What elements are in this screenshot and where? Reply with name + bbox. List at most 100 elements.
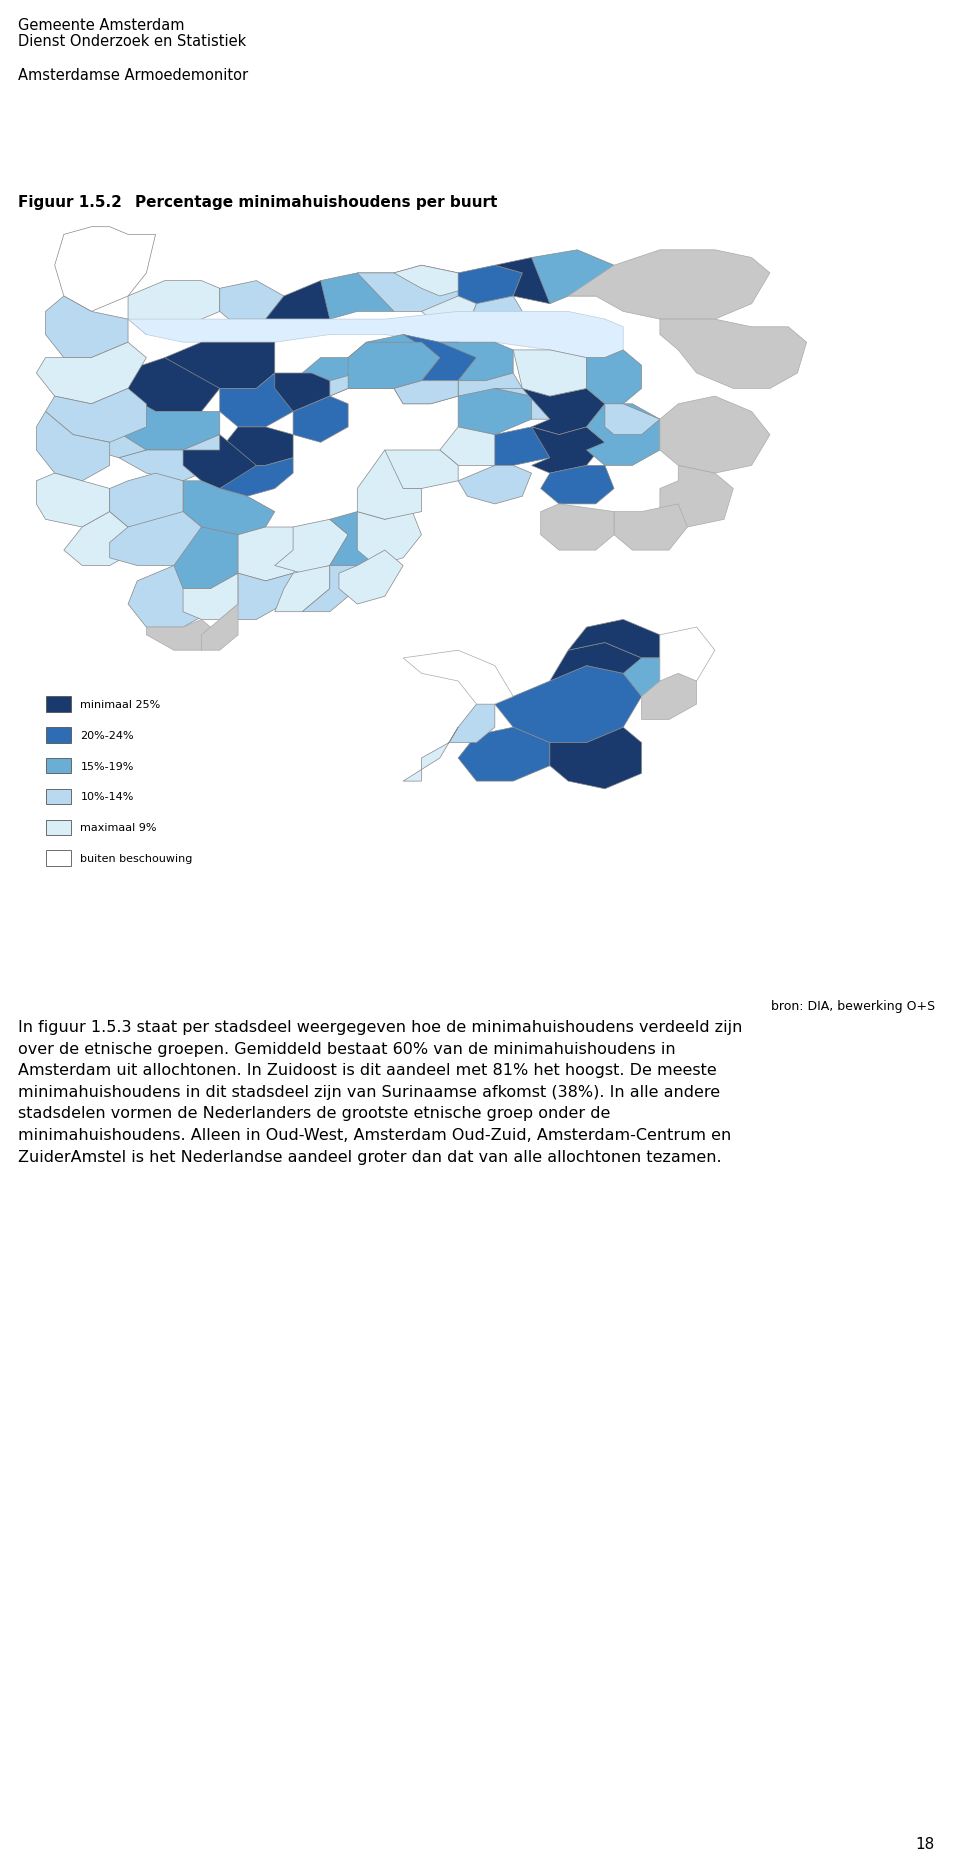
Text: 18: 18 [916,1836,935,1851]
Polygon shape [494,667,641,744]
Polygon shape [348,343,440,390]
Polygon shape [540,466,614,504]
Polygon shape [403,650,514,704]
Polygon shape [183,435,256,489]
Polygon shape [514,350,587,397]
Polygon shape [468,296,522,328]
Polygon shape [550,729,641,789]
Polygon shape [220,459,293,496]
Polygon shape [458,390,532,435]
Polygon shape [119,435,220,481]
Polygon shape [293,397,348,444]
Polygon shape [109,513,202,566]
Polygon shape [339,551,403,605]
Polygon shape [385,451,458,489]
Polygon shape [202,605,238,650]
Bar [45,759,71,774]
Polygon shape [449,704,494,744]
Polygon shape [330,513,385,566]
Bar [45,697,71,712]
Polygon shape [421,296,476,328]
Polygon shape [494,427,550,466]
Polygon shape [394,266,468,296]
Bar [45,789,71,805]
Text: Figuur 1.5.2: Figuur 1.5.2 [18,195,122,210]
Polygon shape [238,528,311,583]
Polygon shape [302,358,385,397]
Polygon shape [458,375,522,405]
Polygon shape [568,251,770,320]
Polygon shape [532,251,614,305]
Polygon shape [266,281,348,320]
Polygon shape [587,350,641,405]
Polygon shape [45,390,146,444]
Polygon shape [357,451,421,521]
Bar [45,850,71,867]
Polygon shape [440,343,514,382]
Polygon shape [45,296,128,358]
Polygon shape [183,573,238,620]
Polygon shape [36,343,146,405]
Polygon shape [146,620,220,650]
Polygon shape [605,405,660,435]
Polygon shape [568,620,660,659]
Text: In figuur 1.5.3 staat per stadsdeel weergegeven hoe de minimahuishoudens verdeel: In figuur 1.5.3 staat per stadsdeel weer… [18,1019,742,1163]
Text: Gemeente Amsterdam: Gemeente Amsterdam [18,19,184,34]
Polygon shape [494,390,550,420]
Polygon shape [641,674,697,719]
Polygon shape [321,273,412,320]
Polygon shape [275,566,330,612]
Polygon shape [660,397,770,474]
Polygon shape [165,343,275,390]
Polygon shape [36,412,109,481]
Polygon shape [109,397,220,451]
Text: bron: DIA, bewerking O+S: bron: DIA, bewerking O+S [771,1000,935,1013]
Text: 15%-19%: 15%-19% [81,760,133,772]
Polygon shape [440,427,514,466]
Polygon shape [275,375,330,412]
Polygon shape [83,427,146,459]
Polygon shape [36,474,109,528]
Polygon shape [64,513,137,566]
Text: Percentage minimahuishoudens per buurt: Percentage minimahuishoudens per buurt [135,195,497,210]
Polygon shape [532,427,605,474]
Polygon shape [55,229,156,313]
Polygon shape [494,258,568,305]
Polygon shape [550,642,641,682]
Polygon shape [357,513,421,566]
Polygon shape [458,729,550,781]
Polygon shape [228,573,293,620]
Bar [45,820,71,835]
Polygon shape [119,358,220,412]
Polygon shape [128,313,623,358]
Polygon shape [220,375,293,427]
Polygon shape [623,659,678,697]
Polygon shape [394,382,458,405]
Text: maximaal 9%: maximaal 9% [81,822,156,833]
Polygon shape [183,481,275,536]
Polygon shape [128,566,210,627]
Polygon shape [660,320,806,390]
Text: 20%-24%: 20%-24% [81,730,134,740]
Polygon shape [540,504,614,551]
Polygon shape [458,266,522,305]
Polygon shape [220,427,293,466]
Text: minimaal 25%: minimaal 25% [81,701,160,710]
Text: Amsterdamse Armoedemonitor: Amsterdamse Armoedemonitor [18,67,248,82]
Polygon shape [220,281,284,320]
Text: buiten beschouwing: buiten beschouwing [81,854,193,863]
Polygon shape [458,466,532,504]
Polygon shape [348,335,440,382]
Polygon shape [522,390,605,435]
Polygon shape [403,729,458,781]
Polygon shape [403,335,476,390]
Polygon shape [660,627,715,682]
Polygon shape [357,266,458,313]
Polygon shape [587,405,660,466]
Polygon shape [109,474,183,528]
Polygon shape [614,504,687,551]
Bar [45,729,71,744]
Polygon shape [302,566,357,612]
Polygon shape [128,281,220,335]
Text: 10%-14%: 10%-14% [81,792,133,802]
